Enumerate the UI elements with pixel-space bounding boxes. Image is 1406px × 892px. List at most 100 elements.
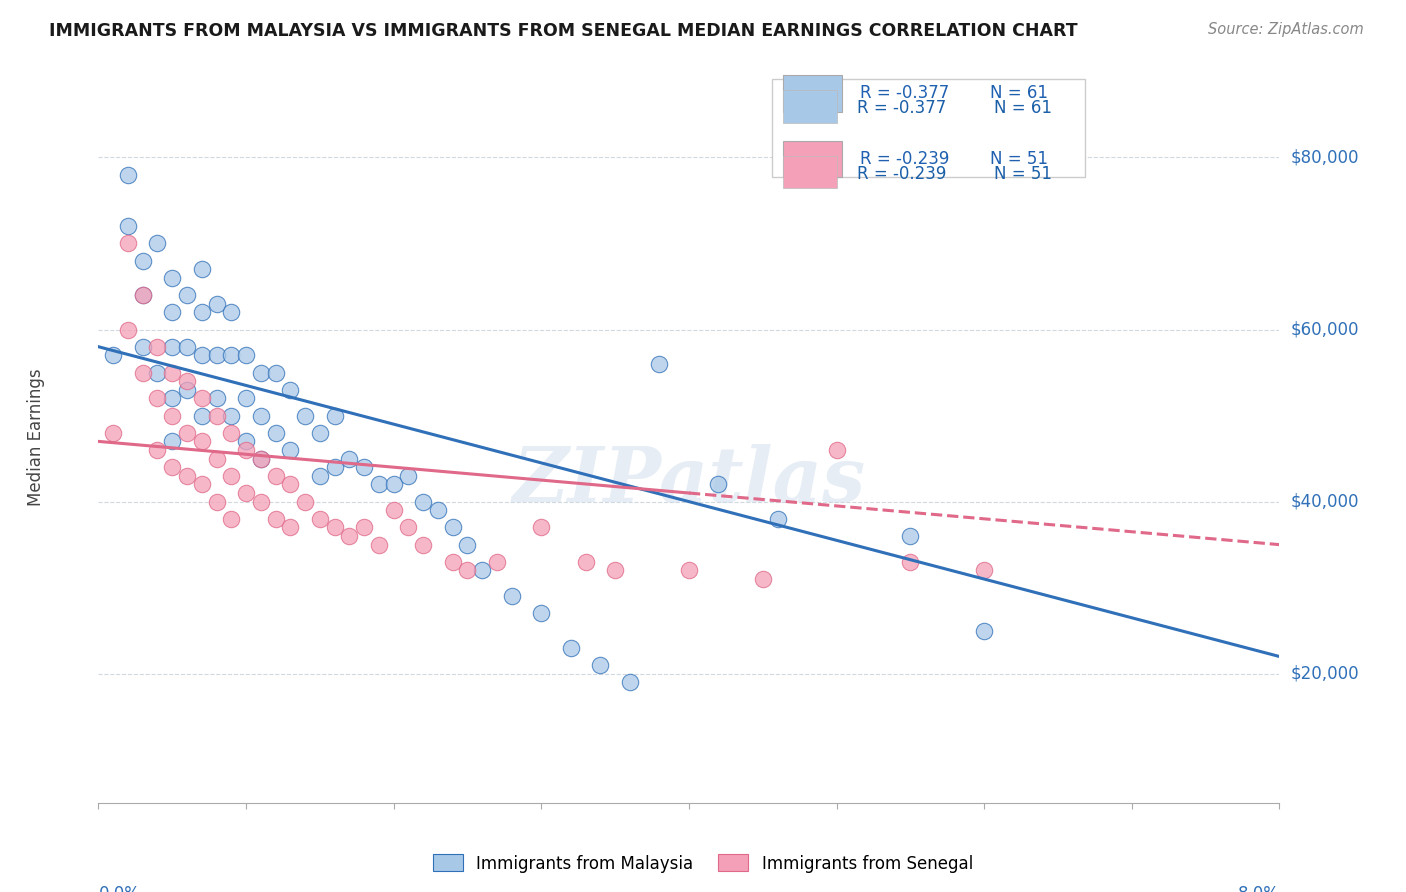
Point (471, 564, 494, 578)
Point (162, 271, 183, 285)
Point (162, 392, 183, 406)
Point (235, 392, 257, 406)
Text: 0.0%: 0.0% (98, 885, 141, 892)
Point (309, 425, 332, 440)
Point (162, 366, 183, 380)
Point (323, 520, 346, 534)
Point (235, 348, 257, 362)
Point (146, 236, 169, 251)
Text: R = -0.239: R = -0.239 (856, 165, 946, 183)
Point (205, 296, 228, 310)
Point (162, 305, 183, 319)
Point (146, 366, 169, 380)
Point (323, 409, 346, 423)
Point (205, 392, 228, 406)
Point (353, 520, 375, 534)
Point (280, 442, 302, 457)
Point (619, 675, 641, 690)
Text: N = 61: N = 61 (994, 99, 1052, 117)
Text: $60,000: $60,000 (1291, 320, 1360, 339)
Point (441, 520, 464, 534)
Point (221, 468, 243, 483)
Point (221, 512, 243, 526)
Point (191, 305, 214, 319)
Point (191, 392, 214, 406)
Text: 8.0%: 8.0% (1237, 885, 1279, 892)
Point (176, 383, 198, 397)
Point (398, 468, 420, 483)
Point (752, 572, 775, 586)
Point (176, 468, 198, 483)
Point (250, 409, 273, 423)
Point (132, 288, 155, 302)
Point (221, 425, 243, 440)
Point (264, 366, 287, 380)
Text: Median Earnings: Median Earnings (27, 368, 45, 506)
Point (162, 460, 183, 475)
Point (205, 348, 228, 362)
Point (766, 512, 789, 526)
Point (191, 409, 214, 423)
Point (103, 348, 125, 362)
Point (309, 512, 332, 526)
Point (235, 486, 257, 500)
Point (368, 538, 391, 552)
Point (205, 451, 228, 466)
Point (250, 494, 273, 508)
FancyBboxPatch shape (783, 75, 842, 112)
Point (501, 589, 523, 603)
Point (294, 409, 316, 423)
Point (221, 409, 243, 423)
Point (339, 529, 361, 543)
Point (280, 520, 302, 534)
Point (900, 555, 922, 569)
Point (146, 340, 169, 354)
Point (162, 409, 183, 423)
Legend: Immigrants from Malaysia, Immigrants from Senegal: Immigrants from Malaysia, Immigrants fro… (426, 847, 980, 880)
Point (205, 409, 228, 423)
Point (191, 348, 214, 362)
Text: $80,000: $80,000 (1291, 148, 1360, 167)
Point (250, 451, 273, 466)
Point (412, 494, 434, 508)
Point (294, 494, 316, 508)
Point (176, 288, 198, 302)
Text: N = 61: N = 61 (990, 85, 1047, 103)
Text: R = -0.239: R = -0.239 (860, 150, 949, 168)
FancyBboxPatch shape (783, 141, 842, 178)
FancyBboxPatch shape (772, 78, 1084, 178)
Point (678, 564, 700, 578)
Point (146, 442, 169, 457)
Point (457, 564, 479, 578)
Text: R = -0.377: R = -0.377 (856, 99, 946, 117)
Text: N = 51: N = 51 (990, 150, 1047, 168)
Point (103, 425, 125, 440)
Point (368, 477, 391, 491)
Point (176, 425, 198, 440)
Text: IMMIGRANTS FROM MALAYSIA VS IMMIGRANTS FROM SENEGAL MEDIAN EARNINGS CORRELATION : IMMIGRANTS FROM MALAYSIA VS IMMIGRANTS F… (49, 22, 1078, 40)
Text: R = -0.377: R = -0.377 (860, 85, 949, 103)
Point (900, 529, 922, 543)
Point (530, 607, 553, 621)
Point (117, 322, 139, 336)
Point (146, 392, 169, 406)
Point (309, 468, 332, 483)
Point (560, 640, 582, 655)
Point (132, 340, 155, 354)
Text: N = 51: N = 51 (994, 165, 1052, 183)
Point (176, 374, 198, 388)
Point (973, 624, 995, 638)
Text: $20,000: $20,000 (1291, 665, 1360, 682)
Point (191, 262, 214, 277)
Point (280, 383, 302, 397)
Point (339, 451, 361, 466)
Point (117, 219, 139, 234)
Point (441, 555, 464, 569)
Point (589, 658, 612, 673)
Point (382, 477, 405, 491)
Point (191, 477, 214, 491)
Point (457, 538, 479, 552)
Point (162, 340, 183, 354)
Point (117, 168, 139, 182)
Point (205, 494, 228, 508)
